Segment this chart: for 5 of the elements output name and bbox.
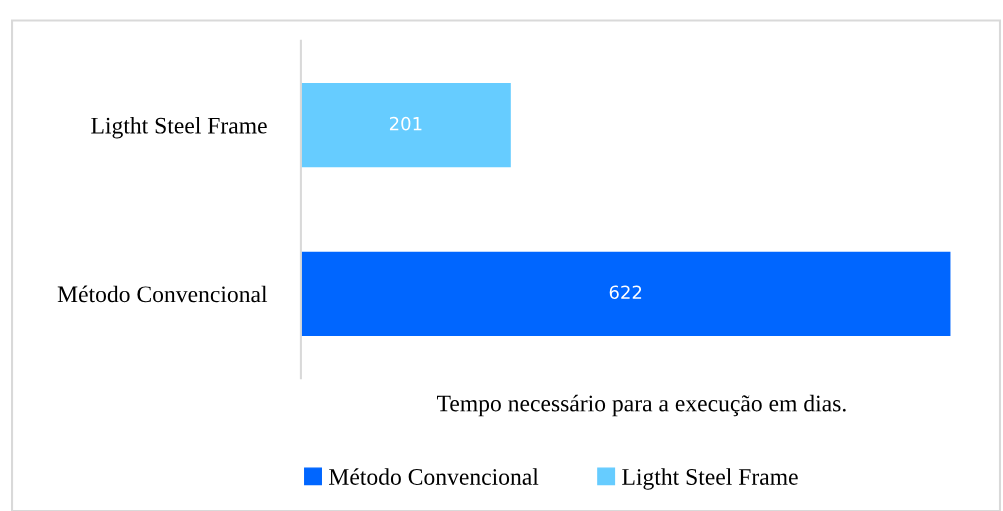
data-label: 201 [389, 116, 422, 131]
legend-label: Ligtht Steel Frame [622, 468, 798, 490]
data-label: 622 [609, 285, 642, 300]
legend-label: Método Convencional [329, 468, 539, 485]
x-axis-title: Tempo necessário para a execução em dias. [437, 394, 846, 417]
